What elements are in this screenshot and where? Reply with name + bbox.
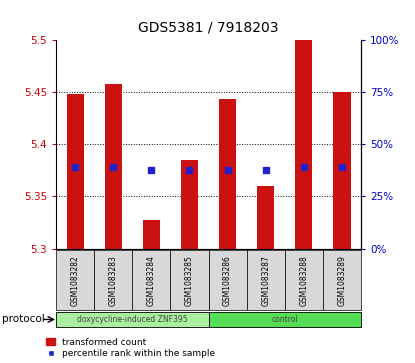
- Text: control: control: [271, 315, 298, 324]
- Bar: [295, 40, 312, 249]
- Bar: [219, 99, 236, 249]
- Bar: [285, 250, 323, 310]
- Bar: [333, 92, 351, 249]
- Bar: [323, 250, 361, 310]
- Bar: [105, 84, 122, 249]
- Bar: [247, 250, 285, 310]
- Text: GSM1083287: GSM1083287: [261, 255, 270, 306]
- Bar: [56, 250, 94, 310]
- Text: GSM1083284: GSM1083284: [147, 255, 156, 306]
- Text: GSM1083288: GSM1083288: [299, 255, 308, 306]
- Bar: [66, 94, 84, 249]
- Bar: [94, 250, 132, 310]
- Title: GDS5381 / 7918203: GDS5381 / 7918203: [138, 21, 279, 34]
- Bar: [257, 186, 274, 249]
- Bar: [132, 250, 171, 310]
- Bar: [209, 312, 361, 327]
- Text: GSM1083282: GSM1083282: [71, 255, 80, 306]
- Text: GSM1083285: GSM1083285: [185, 255, 194, 306]
- Bar: [209, 250, 247, 310]
- Text: GSM1083289: GSM1083289: [337, 255, 347, 306]
- Bar: [143, 220, 160, 249]
- Text: GSM1083286: GSM1083286: [223, 255, 232, 306]
- Text: protocol: protocol: [2, 314, 45, 325]
- Text: GSM1083283: GSM1083283: [109, 255, 118, 306]
- Legend: transformed count, percentile rank within the sample: transformed count, percentile rank withi…: [46, 338, 215, 359]
- Bar: [171, 250, 209, 310]
- Text: doxycycline-induced ZNF395: doxycycline-induced ZNF395: [77, 315, 188, 324]
- Bar: [56, 312, 209, 327]
- Bar: [181, 160, 198, 249]
